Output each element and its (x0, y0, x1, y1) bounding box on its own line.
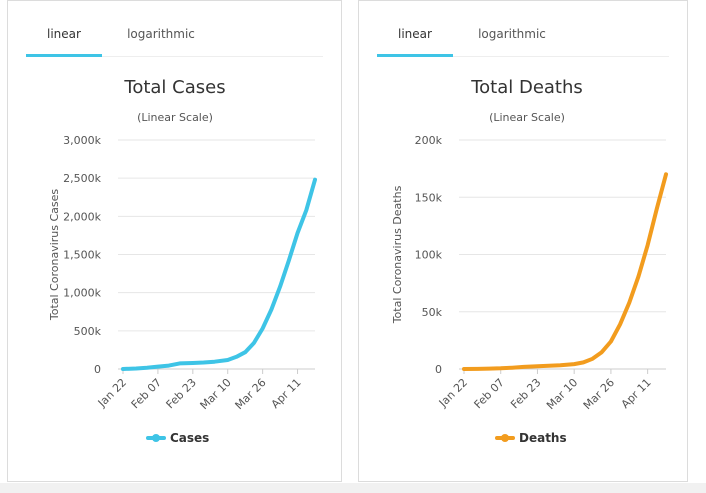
data-point (313, 178, 317, 182)
data-point (618, 322, 622, 326)
data-point (487, 366, 491, 371)
cases-chart: Total Cases (Linear Scale) Total Coronavir… (48, 77, 317, 445)
cases-chart-panel: linear logarithmic Total Cases (Linear Sc… (7, 0, 342, 482)
x-tick-label: Mar 26 (581, 376, 617, 412)
data-point (572, 362, 576, 366)
tab-logarithmic[interactable]: logarithmic (127, 27, 195, 41)
data-point (499, 366, 503, 370)
x-tick-label: Feb 07 (472, 376, 507, 411)
data-point (213, 360, 217, 364)
x-tick-label: Jan 22 (436, 376, 470, 410)
data-point (558, 363, 563, 367)
y-tick-label: 1,500k (63, 249, 101, 262)
y-tick-label: 2,500k (63, 172, 101, 185)
x-tick-label: Mar 10 (198, 376, 234, 412)
tab-linear[interactable]: linear (377, 16, 453, 57)
data-point (510, 366, 514, 370)
data-point (134, 366, 138, 371)
data-point (522, 365, 526, 369)
tab-logarithmic[interactable]: logarithmic (478, 27, 546, 41)
y-tick-label: 0 (94, 363, 101, 376)
legend-marker (501, 434, 509, 442)
data-point (234, 355, 239, 359)
data-point (243, 350, 247, 354)
y-tick-label: 3,000k (63, 134, 101, 147)
scale-tabs: linear logarithmic (377, 16, 669, 57)
data-point (476, 367, 480, 371)
deaths-chart-panel: linear logarithmic Total Deaths (Linear S… (358, 0, 688, 482)
x-tick-label: Feb 23 (508, 376, 543, 411)
data-point (304, 208, 308, 212)
legend-marker (152, 434, 160, 442)
data-point (226, 358, 230, 362)
scale-tabs: linear logarithmic (26, 16, 323, 57)
data-point (145, 366, 149, 370)
data-point (287, 259, 291, 263)
data-point (581, 360, 585, 364)
chart-subtitle: (Linear Scale) (137, 111, 213, 124)
chart-title: Total Deaths (470, 77, 583, 98)
data-point (295, 231, 300, 235)
data-point (590, 357, 595, 361)
data-point (462, 367, 466, 371)
legend-label: Cases (170, 431, 209, 445)
data-point (547, 364, 551, 368)
y-tick-label: 100k (415, 249, 443, 262)
x-tick-label: Mar 10 (544, 376, 580, 412)
y-tick-label: 500k (74, 325, 102, 338)
y-tick-label: 1,000k (63, 287, 101, 300)
data-point (156, 365, 160, 369)
y-axis-label: Total Coronavirus Cases (48, 189, 61, 322)
data-point (636, 274, 641, 278)
data-point (627, 300, 631, 305)
data-point (535, 364, 540, 368)
data-point (202, 360, 206, 365)
y-tick-label: 50k (422, 306, 443, 319)
series-line (121, 177, 317, 371)
data-point (261, 326, 265, 331)
x-tick-label: Jan 22 (95, 376, 129, 410)
y-tick-label: 0 (435, 363, 442, 376)
data-point (167, 363, 171, 368)
page-footer-strip (0, 483, 706, 493)
y-tick-label: 2,000k (63, 210, 101, 223)
x-tick-label: Apr 11 (269, 376, 304, 411)
data-point (646, 243, 650, 247)
data-point (609, 339, 613, 344)
chart-title: Total Cases (123, 77, 225, 98)
deaths-chart: Total Deaths (Linear Scale) Total Coronavi… (391, 77, 668, 445)
x-tick-label: Feb 23 (164, 376, 199, 411)
data-point (655, 207, 659, 211)
data-point (664, 172, 668, 176)
data-point (191, 361, 195, 365)
data-point (178, 361, 182, 366)
x-tick-label: Mar 26 (233, 376, 269, 412)
data-point (269, 307, 273, 312)
data-point (252, 341, 256, 345)
data-point (121, 367, 125, 371)
x-tick-label: Feb 07 (129, 376, 164, 411)
chart-subtitle: (Linear Scale) (489, 111, 565, 124)
legend-label: Deaths (519, 431, 567, 445)
y-tick-label: 150k (415, 191, 443, 204)
tab-linear[interactable]: linear (26, 16, 102, 57)
y-axis-label: Total Coronavirus Deaths (391, 185, 404, 324)
series-line (462, 172, 668, 371)
data-point (278, 284, 282, 289)
data-point (600, 350, 604, 354)
y-tick-label: 200k (415, 134, 443, 147)
x-tick-label: Apr 11 (619, 376, 654, 411)
